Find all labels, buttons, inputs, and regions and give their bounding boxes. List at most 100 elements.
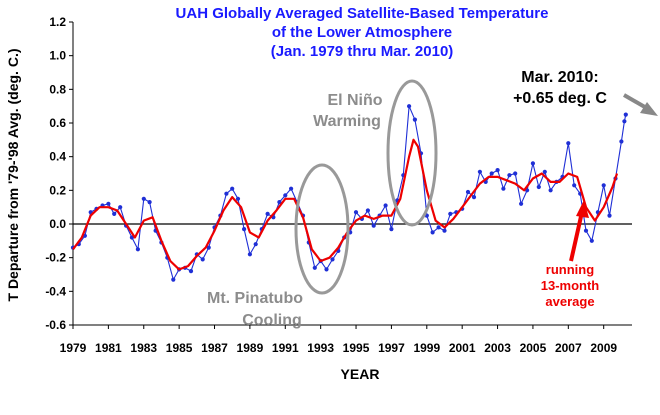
monthly-data-point (471, 195, 477, 200)
el-nino-label-1: El Niño (327, 92, 382, 109)
monthly-data-point (607, 213, 612, 218)
monthly-data-point (324, 267, 329, 272)
monthly-data-point (513, 171, 518, 176)
monthly-data-point (283, 193, 288, 198)
x-tick-label: 1989 (237, 341, 264, 355)
monthly-data-point (365, 208, 370, 213)
el-nino-ellipse (386, 79, 438, 227)
running-average-annotation: running 13-month average (541, 200, 600, 309)
title-line-2: of the Lower Atmosphere (272, 24, 452, 41)
monthly-data-point (235, 196, 241, 201)
y-tick-labels: -0.6 -0.4 -0.2 0.0 0.2 0.4 0.6 0.8 1.0 1.2 (45, 15, 66, 332)
monthly-data-point (572, 183, 577, 188)
y-tick-label: 1.0 (49, 49, 66, 63)
monthly-data-point (312, 265, 317, 270)
x-tick-label: 2007 (555, 341, 582, 355)
monthly-data-point (147, 200, 152, 205)
x-tick-label: 1979 (60, 341, 87, 355)
monthly-data-point (106, 201, 111, 206)
monthly-data-point (253, 242, 258, 247)
monthly-data-point (289, 186, 294, 191)
monthly-data-point (589, 238, 594, 243)
latest-label-2: +0.65 deg. C (513, 90, 607, 107)
monthly-data-point (623, 112, 628, 117)
y-tick-label: 0.2 (49, 183, 66, 197)
latest-arrow-head (640, 102, 658, 116)
monthly-data-point (188, 269, 194, 274)
monthly-data-point (371, 223, 376, 228)
monthly-data-point (330, 257, 335, 262)
monthly-data-point (548, 188, 553, 193)
latest-label-1: Mar. 2010: (521, 69, 598, 86)
monthly-data-point (583, 228, 589, 233)
x-tick-label: 1981 (95, 341, 122, 355)
monthly-data-point (619, 139, 624, 144)
monthly-data-point (542, 169, 547, 174)
monthly-data-point (206, 245, 211, 250)
monthly-data-point (507, 173, 512, 178)
running-label-3: average (545, 294, 594, 309)
y-tick-label: 0.0 (49, 217, 66, 231)
monthly-data-point (530, 161, 536, 166)
monthly-data-point (135, 247, 140, 252)
y-tick-label: 0.6 (49, 116, 66, 130)
pinatubo-annotation: Mt. Pinatubo Cooling (207, 163, 350, 329)
plot-area (69, 21, 632, 329)
monthly-data-point (118, 205, 123, 210)
monthly-data-point (622, 119, 627, 124)
running-label-1: running (546, 262, 594, 277)
monthly-data-point (501, 186, 506, 191)
monthly-data-point (277, 200, 282, 205)
pinatubo-ellipse (294, 163, 350, 295)
x-tick-label: 1991 (272, 341, 299, 355)
x-tick-label: 2001 (449, 341, 476, 355)
x-tick-label: 1987 (201, 341, 228, 355)
monthly-data-point (442, 228, 447, 233)
monthly-data-point (448, 211, 453, 216)
monthly-data-point (436, 225, 441, 230)
y-tick-label: 1.2 (49, 15, 66, 29)
latest-value-annotation: Mar. 2010: +0.65 deg. C (513, 69, 658, 116)
monthly-data-point (242, 227, 247, 232)
monthly-data-point (601, 183, 606, 188)
y-axis-label: T Departure from '79-'98 Avg. (deg. C.) (5, 49, 21, 302)
monthly-data-point (536, 184, 541, 190)
monthly-data-point (224, 191, 229, 196)
y-tick-label: 0.8 (49, 82, 66, 96)
monthly-data-point (200, 257, 205, 262)
x-tick-label: 2003 (484, 341, 511, 355)
monthly-data-point (171, 277, 176, 282)
monthly-data-point (353, 210, 359, 215)
monthly-data-point (430, 230, 435, 235)
x-tick-labels: 1979 1981 1983 1985 1987 1989 1991 1993 1995 1997… (60, 341, 618, 355)
monthly-data-point (477, 169, 482, 174)
x-tick-label: 2009 (590, 341, 617, 355)
monthly-data-point (465, 189, 471, 195)
title-line-1: UAH Globally Averaged Satellite-Based Te… (176, 5, 549, 22)
y-tick-label: -0.4 (45, 284, 66, 298)
pinatubo-label-2: Cooling (242, 312, 302, 329)
y-tick-label: -0.6 (45, 318, 66, 332)
running-arrow-shaft (569, 211, 584, 262)
monthly-data-point (112, 211, 117, 216)
x-tick-label: 1993 (307, 341, 334, 355)
title-line-3: (Jan. 1979 thru Mar. 2010) (271, 43, 454, 60)
el-nino-annotation: El Niño Warming (313, 79, 438, 227)
running-average-line (72, 138, 619, 271)
y-tick-label: 0.4 (49, 150, 66, 164)
monthly-data-point (519, 201, 524, 206)
y-tick-label: -0.2 (45, 251, 66, 265)
monthly-data-point (141, 196, 146, 201)
monthly-data-point (230, 186, 235, 191)
monthly-data-point (566, 141, 571, 146)
running-label-2: 13-month (541, 278, 600, 293)
x-tick-label: 1999 (413, 341, 440, 355)
monthly-data-point (383, 203, 388, 208)
chart-title: UAH Globally Averaged Satellite-Based Te… (176, 5, 549, 60)
x-tick-label: 2005 (520, 341, 547, 355)
x-tick-label: 1997 (378, 341, 405, 355)
running-arrow-head (576, 200, 589, 218)
pinatubo-label-1: Mt. Pinatubo (207, 290, 303, 307)
monthly-data-point (389, 227, 394, 232)
